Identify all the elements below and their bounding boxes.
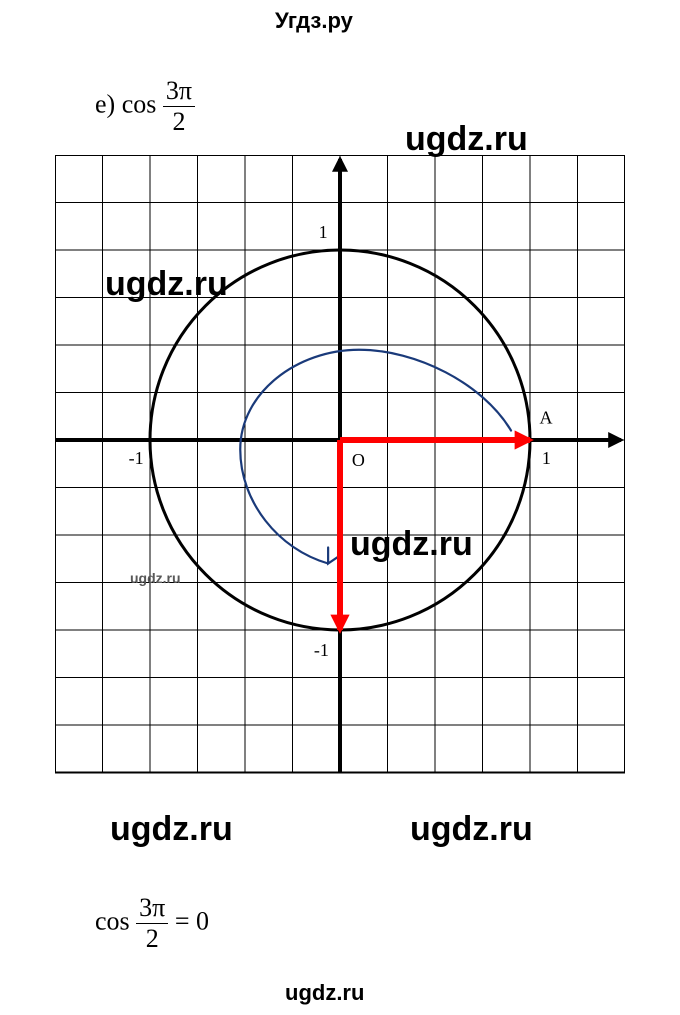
svg-text:A: A (540, 407, 553, 427)
func-cos-top: cos (122, 89, 157, 118)
watermark-top-right: ugdz.ru (405, 120, 528, 159)
func-cos-bottom: cos (95, 906, 130, 935)
watermark-bottom-right: ugdz.ru (410, 810, 533, 849)
frac-top-den: 2 (163, 107, 195, 135)
frac-bottom-num: 3π (136, 895, 168, 924)
svg-text:-1: -1 (314, 640, 329, 660)
frac-bottom: 3π 2 (136, 895, 168, 952)
unit-circle-chart: 1 -1 -1 1 O A (55, 155, 625, 775)
frac-top-num: 3π (163, 78, 195, 107)
svg-text:1: 1 (542, 448, 551, 468)
watermark-top-center: Угдз.ру (275, 8, 353, 34)
watermark-bottom-left: ugdz.ru (110, 810, 233, 849)
label-e: е) (95, 89, 115, 118)
equals-zero: = 0 (175, 906, 209, 935)
chart-svg: 1 -1 -1 1 O A (55, 155, 625, 775)
svg-text:-1: -1 (129, 448, 144, 468)
frac-top: 3π 2 (163, 78, 195, 135)
svg-text:O: O (352, 450, 365, 470)
frac-bottom-den: 2 (136, 924, 168, 952)
expression-bottom: cos 3π 2 = 0 (95, 895, 209, 952)
svg-text:1: 1 (319, 222, 328, 242)
watermark-bottom-center: ugdz.ru (285, 980, 364, 1006)
expression-top: е) cos 3π 2 (95, 78, 195, 135)
